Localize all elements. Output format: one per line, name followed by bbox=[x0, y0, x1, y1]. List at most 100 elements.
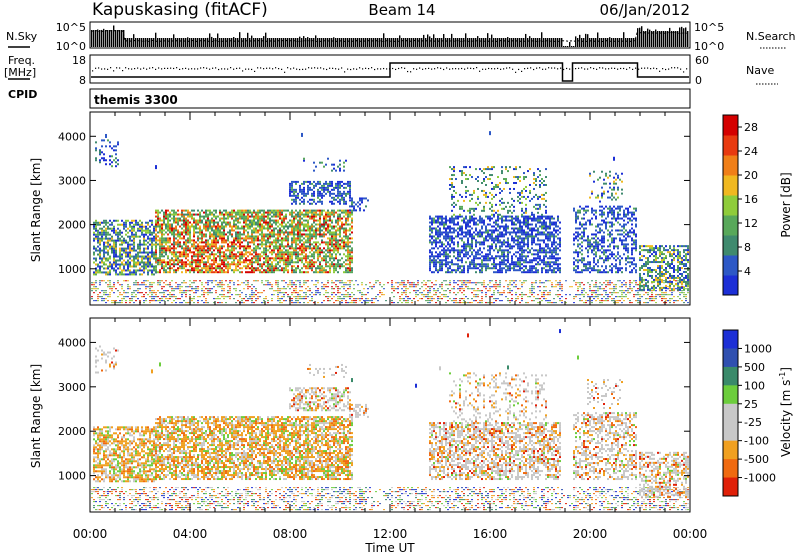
range-cell bbox=[459, 271, 461, 273]
range-cell bbox=[461, 172, 463, 174]
range-cell bbox=[331, 212, 333, 214]
range-cell bbox=[179, 286, 181, 287]
range-cell bbox=[181, 292, 183, 293]
range-cell bbox=[247, 241, 249, 243]
range-cell bbox=[359, 207, 361, 209]
nave-dot bbox=[224, 68, 225, 69]
range-cell bbox=[137, 298, 139, 299]
range-cell bbox=[255, 214, 257, 216]
range-cell bbox=[141, 292, 143, 293]
range-cell bbox=[167, 249, 169, 251]
range-cell bbox=[309, 189, 311, 191]
range-cell bbox=[325, 286, 327, 287]
range-cell bbox=[315, 247, 317, 249]
range-cell bbox=[275, 267, 277, 269]
range-cell bbox=[163, 294, 165, 295]
range-cell bbox=[335, 255, 337, 257]
range-cell bbox=[193, 282, 195, 283]
range-cell bbox=[185, 231, 187, 233]
nave-dot bbox=[119, 67, 120, 68]
range-cell bbox=[181, 265, 183, 267]
range-cell bbox=[145, 222, 147, 224]
range-cell bbox=[99, 265, 101, 267]
range-cell bbox=[143, 271, 145, 273]
range-cell bbox=[309, 237, 311, 239]
range-cell bbox=[205, 210, 207, 212]
nave-dot bbox=[317, 68, 318, 69]
range-cell bbox=[261, 255, 263, 257]
range-cell bbox=[417, 280, 419, 281]
range-cell bbox=[103, 153, 105, 155]
range-cell bbox=[167, 224, 169, 226]
range-cell bbox=[151, 250, 153, 252]
range-cell bbox=[235, 235, 237, 237]
range-cell bbox=[217, 298, 219, 299]
noise-bar bbox=[369, 38, 370, 47]
range-cell bbox=[405, 284, 407, 285]
range-cell bbox=[245, 212, 247, 214]
range-cell bbox=[109, 228, 111, 230]
noise-bar bbox=[401, 38, 402, 47]
range-cell bbox=[201, 249, 203, 251]
range-cell bbox=[93, 226, 95, 228]
range-cell bbox=[203, 263, 205, 265]
range-cell bbox=[325, 189, 327, 191]
range-cell bbox=[239, 239, 241, 241]
range-cell bbox=[119, 258, 121, 260]
range-cell bbox=[313, 255, 315, 257]
range-cell bbox=[273, 269, 275, 271]
noise-bar bbox=[383, 33, 384, 47]
range-cell bbox=[211, 247, 213, 249]
range-cell bbox=[317, 280, 319, 281]
noise-bar bbox=[511, 38, 512, 47]
range-cell bbox=[449, 261, 451, 263]
range-cell bbox=[251, 302, 253, 303]
nave-dot bbox=[164, 68, 165, 69]
range-cell bbox=[205, 269, 207, 271]
range-cell bbox=[269, 263, 271, 265]
range-cell bbox=[347, 224, 349, 226]
range-cell bbox=[433, 222, 435, 224]
range-cell bbox=[351, 218, 353, 220]
range-cell bbox=[319, 216, 321, 218]
nave-dot bbox=[269, 68, 270, 69]
noise-bar bbox=[543, 38, 544, 47]
range-cell bbox=[273, 227, 275, 229]
range-cell bbox=[259, 227, 261, 229]
range-cell bbox=[223, 216, 225, 218]
range-cell bbox=[163, 300, 165, 301]
range-cell bbox=[337, 245, 339, 247]
range-cell bbox=[343, 201, 345, 203]
range-cell bbox=[129, 261, 131, 263]
range-cell bbox=[209, 267, 211, 269]
range-cell bbox=[147, 230, 149, 232]
range-cell bbox=[247, 267, 249, 269]
range-cell bbox=[151, 292, 153, 293]
range-cell bbox=[279, 261, 281, 263]
nave-dot bbox=[665, 69, 666, 70]
range-cell bbox=[199, 265, 201, 267]
range-cell bbox=[253, 241, 255, 243]
noise-bar bbox=[377, 38, 378, 47]
range-cell bbox=[119, 254, 121, 256]
range-cell bbox=[101, 145, 103, 147]
range-cell bbox=[429, 261, 431, 263]
range-cell bbox=[311, 247, 313, 249]
range-cell bbox=[299, 249, 301, 251]
range-cell bbox=[149, 220, 151, 222]
noise-bar bbox=[585, 34, 586, 47]
range-cell bbox=[331, 235, 333, 237]
range-cell bbox=[243, 247, 245, 249]
range-cell bbox=[265, 212, 267, 214]
range-cell bbox=[257, 296, 259, 297]
range-cell bbox=[179, 259, 181, 261]
noise-bar bbox=[403, 38, 404, 47]
range-cell bbox=[323, 251, 325, 253]
range-cell bbox=[127, 236, 129, 238]
noise-bar bbox=[627, 38, 628, 47]
range-cell bbox=[143, 236, 145, 238]
range-cell bbox=[361, 294, 363, 295]
range-cell bbox=[341, 227, 343, 229]
range-cell bbox=[225, 267, 227, 269]
range-cell bbox=[441, 222, 443, 224]
